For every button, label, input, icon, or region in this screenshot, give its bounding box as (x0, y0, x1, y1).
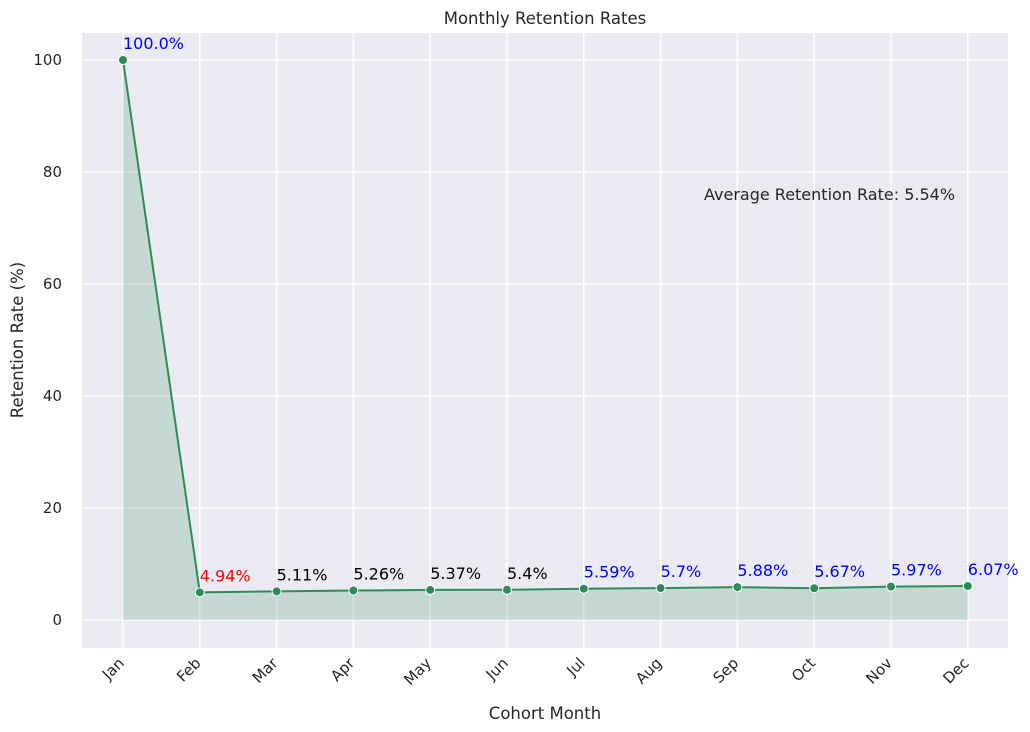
data-point (118, 55, 128, 65)
x-tick-label: Apr (327, 654, 359, 686)
y-axis-title: Retention Rate (%) (8, 262, 27, 418)
x-tick-label: Feb (173, 654, 205, 686)
data-label: 5.97% (891, 561, 942, 580)
x-tick-label: Aug (632, 654, 665, 687)
x-tick-label: Mar (249, 654, 282, 687)
data-point (732, 582, 743, 593)
y-tick-label: 100 (33, 51, 62, 69)
x-tick-labels: Jan Feb Mar Apr May Jun Jul Aug Sep Oct Nov Dec (98, 654, 973, 689)
y-tick-label: 60 (43, 275, 62, 293)
data-label: 5.4% (507, 564, 548, 583)
data-label: 6.07% (968, 560, 1019, 579)
average-annotation: Average Retention Rate: 5.54% (704, 185, 955, 204)
data-point (502, 584, 512, 595)
data-point (271, 586, 282, 597)
data-label: 5.11% (277, 565, 328, 584)
data-point (655, 583, 666, 594)
x-tick-label: Dec (939, 654, 972, 687)
x-tick-label: Jan (98, 654, 128, 684)
data-label: 100.0% (123, 34, 184, 53)
series-line (122, 59, 968, 594)
y-tick-label: 20 (43, 499, 62, 517)
data-label: 5.37% (430, 564, 481, 583)
y-gridlines (82, 59, 1008, 621)
plot-background (82, 33, 1008, 648)
data-label: 5.88% (737, 561, 788, 580)
x-gridlines (122, 33, 969, 648)
data-point (886, 581, 896, 592)
x-axis-title: Cohort Month (489, 704, 601, 723)
data-points (118, 55, 973, 598)
data-labels: 100.0% 4.94% 5.11% 5.26% 5.37% 5.4% 5.59% 5.7% 5… (123, 34, 1019, 585)
data-point (425, 584, 436, 595)
x-tick-label: Nov (862, 654, 896, 688)
data-label: 5.26% (353, 565, 404, 584)
y-tick-label: 80 (43, 163, 62, 181)
data-label: 5.7% (661, 562, 702, 581)
chart-title: Monthly Retention Rates (444, 9, 647, 28)
data-point (194, 587, 205, 598)
data-point (962, 581, 973, 592)
data-label: 4.94% (200, 566, 251, 585)
data-point (578, 583, 589, 594)
y-tick-label: 40 (43, 387, 62, 405)
x-tick-label: Jun (482, 654, 512, 684)
x-tick-label: Oct (788, 654, 819, 685)
data-point (809, 583, 820, 594)
data-point (348, 585, 359, 596)
y-tick-label: 0 (52, 611, 62, 629)
x-tick-label: May (400, 654, 435, 689)
data-label: 5.67% (814, 562, 865, 581)
data-label: 5.59% (584, 563, 635, 582)
x-tick-label: Sep (710, 654, 743, 687)
series-line-group (122, 59, 968, 594)
x-tick-label: Jul (562, 654, 588, 680)
y-tick-labels: 0 20 40 60 80 100 (33, 51, 62, 629)
